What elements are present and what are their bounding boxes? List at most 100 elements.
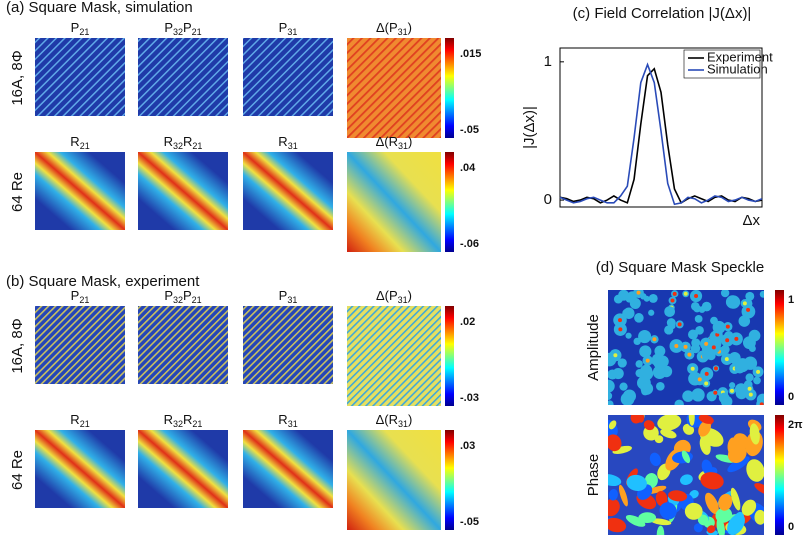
speckle — [749, 330, 761, 342]
y-axis-label: |J(Δx)| — [521, 106, 538, 149]
row-label: Phase — [585, 454, 602, 497]
map-title: R31 — [278, 134, 297, 151]
title-part: 31 — [287, 27, 297, 37]
heatmap — [35, 38, 125, 116]
speckle-layer — [598, 408, 775, 543]
colorbar — [445, 430, 454, 530]
colorbar — [775, 415, 784, 535]
title-part: 21 — [192, 27, 202, 37]
title-part: P — [279, 288, 288, 303]
speckle — [698, 377, 702, 381]
speckle — [727, 295, 740, 308]
speckle-layer — [602, 287, 769, 409]
title-part: 21 — [80, 419, 90, 429]
heatmap — [347, 306, 441, 406]
speckle — [694, 294, 698, 298]
speckle — [719, 393, 730, 404]
speckle — [713, 391, 717, 395]
map-title: P21 — [71, 20, 90, 37]
speckle — [693, 305, 701, 313]
speckle — [640, 365, 652, 377]
speckle — [607, 369, 617, 379]
speckle — [702, 351, 712, 361]
panel-title: (a) Square Mask, simulation — [6, 0, 193, 16]
heatmap — [35, 430, 125, 508]
speckle — [636, 360, 643, 367]
speckle — [734, 337, 738, 341]
speckle-map — [598, 408, 775, 543]
speckle — [606, 400, 614, 408]
speckle — [721, 345, 730, 354]
title-part: R — [278, 412, 287, 427]
speckle — [726, 325, 730, 329]
speckle — [648, 310, 654, 316]
title-part: 31 — [398, 419, 408, 429]
speckle — [649, 294, 658, 303]
speckle — [749, 345, 756, 352]
speckle — [746, 373, 754, 381]
colorbar-label: -.05 — [460, 516, 479, 528]
title-part: R — [164, 134, 173, 149]
title-part: 21 — [192, 295, 202, 305]
speckle — [753, 377, 761, 385]
title-part: P — [71, 288, 80, 303]
title-part: P — [183, 20, 192, 35]
speckle — [729, 382, 735, 388]
speckle — [748, 387, 752, 391]
legend-label: Simulation — [707, 61, 768, 76]
speckle — [613, 353, 617, 357]
colorbar — [445, 152, 454, 252]
speckle — [743, 301, 747, 305]
title-part: 31 — [398, 27, 408, 37]
title-part: 31 — [288, 141, 298, 151]
y-tick-label: 0 — [544, 191, 552, 208]
heatmap — [243, 430, 333, 508]
heatmap — [35, 152, 125, 230]
speckle — [736, 358, 750, 372]
title-part: 32 — [173, 27, 183, 37]
title-part: 31 — [398, 295, 408, 305]
title-part: Δ(P — [376, 20, 398, 35]
speckle — [684, 292, 688, 296]
speckle — [760, 402, 764, 406]
map-title: P21 — [71, 288, 90, 305]
speckle — [760, 291, 767, 298]
chart-title: (c) Field Correlation |J(Δx)| — [573, 5, 752, 22]
title-part: P — [71, 20, 80, 35]
panel-title: (b) Square Mask, experiment — [6, 273, 200, 290]
heatmap — [243, 38, 333, 116]
map-title: Δ(P31) — [376, 20, 412, 37]
speckle — [614, 295, 623, 304]
speckle — [651, 356, 660, 365]
heatmap — [347, 152, 441, 252]
speckle — [671, 299, 675, 303]
colorbar-label: .04 — [460, 162, 476, 174]
x-axis-label: Δx — [742, 212, 760, 229]
title-part: R — [70, 134, 79, 149]
speckle — [618, 318, 622, 322]
speckle — [639, 345, 651, 357]
speckle — [634, 338, 641, 345]
colorbar-label: -.03 — [460, 392, 479, 404]
colorbar — [775, 290, 784, 405]
speckle — [687, 353, 691, 357]
colorbar-label: .03 — [460, 440, 475, 452]
heatmap — [35, 306, 125, 384]
row-label: 64 Re — [9, 172, 26, 212]
colorbar — [445, 38, 454, 138]
colorbar-label: -.06 — [460, 238, 479, 250]
speckle — [739, 315, 750, 326]
speckle — [641, 382, 654, 395]
title-part: 31 — [288, 419, 298, 429]
map-title: P31 — [279, 288, 298, 305]
page: (a) Square Mask, simulation16A, 8ΦP21P32… — [0, 0, 803, 543]
y-tick-label: 1 — [544, 53, 552, 70]
speckle — [618, 327, 622, 331]
speckle — [652, 337, 656, 341]
title-part: P — [183, 288, 192, 303]
title-part: 32 — [173, 295, 183, 305]
title-part: P — [164, 288, 173, 303]
speckle — [634, 313, 644, 323]
title-part: 32 — [173, 419, 183, 429]
series-line — [560, 65, 762, 205]
